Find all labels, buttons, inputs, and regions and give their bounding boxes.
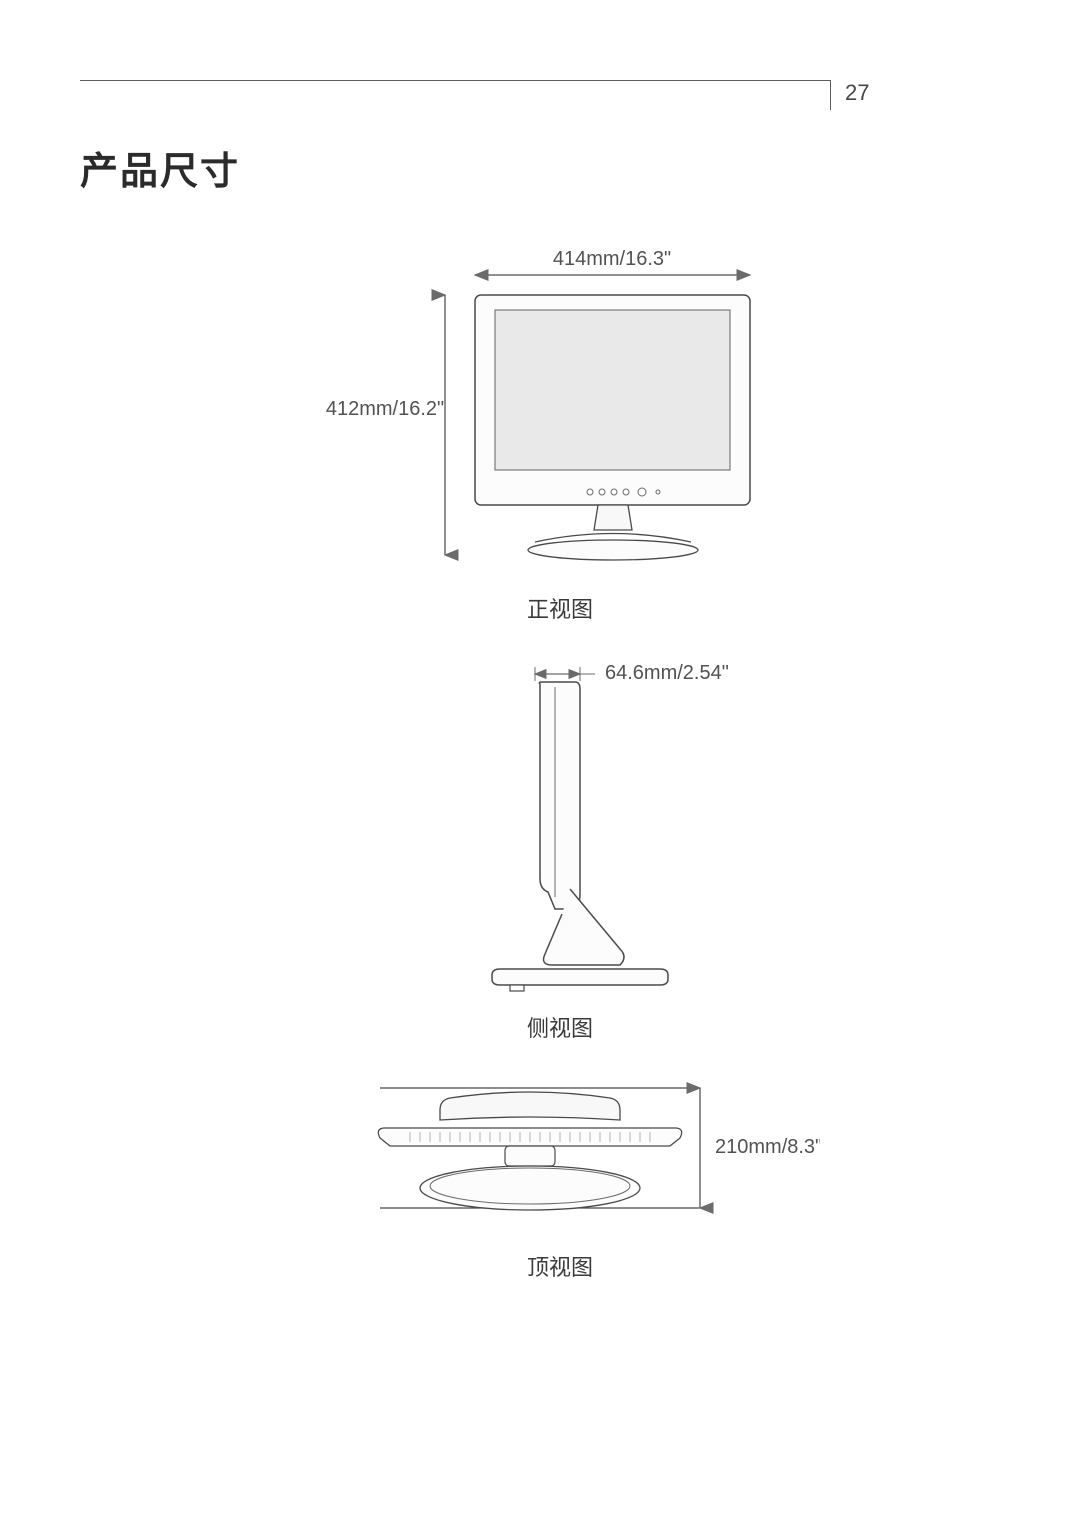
page: 27 产品尺寸 414mm/16.3" xyxy=(0,0,1080,1529)
front-caption: 正视图 xyxy=(200,592,920,624)
front-view-diagram: 414mm/16.3" 412mm/16.2" xyxy=(310,240,810,580)
top-view-diagram: 210mm/8.3" xyxy=(300,1068,820,1238)
page-number: 27 xyxy=(845,80,869,106)
top-depth-label: 210mm/8.3" xyxy=(715,1136,820,1158)
page-title: 产品尺寸 xyxy=(80,140,240,195)
page-number-tick xyxy=(830,80,831,110)
front-height-label: 412mm/16.2" xyxy=(326,398,444,420)
monitor-base xyxy=(528,540,698,560)
header-rule xyxy=(80,80,830,81)
monitor-neck xyxy=(594,505,632,530)
top-base xyxy=(420,1166,640,1210)
monitor-screen xyxy=(495,310,730,470)
figures: 414mm/16.3" 412mm/16.2" 正视图 xyxy=(200,240,920,1307)
top-caption: 顶视图 xyxy=(200,1250,920,1282)
front-width-label: 414mm/16.3" xyxy=(553,248,671,270)
side-caption: 侧视图 xyxy=(200,1011,920,1043)
top-neck xyxy=(505,1146,555,1166)
side-view-diagram: 64.6mm/2.54" xyxy=(380,649,740,999)
top-housing xyxy=(440,1092,620,1120)
side-depth-label: 64.6mm/2.54" xyxy=(605,662,729,684)
side-foot xyxy=(510,985,524,991)
side-panel xyxy=(539,682,580,909)
side-base xyxy=(492,969,668,985)
